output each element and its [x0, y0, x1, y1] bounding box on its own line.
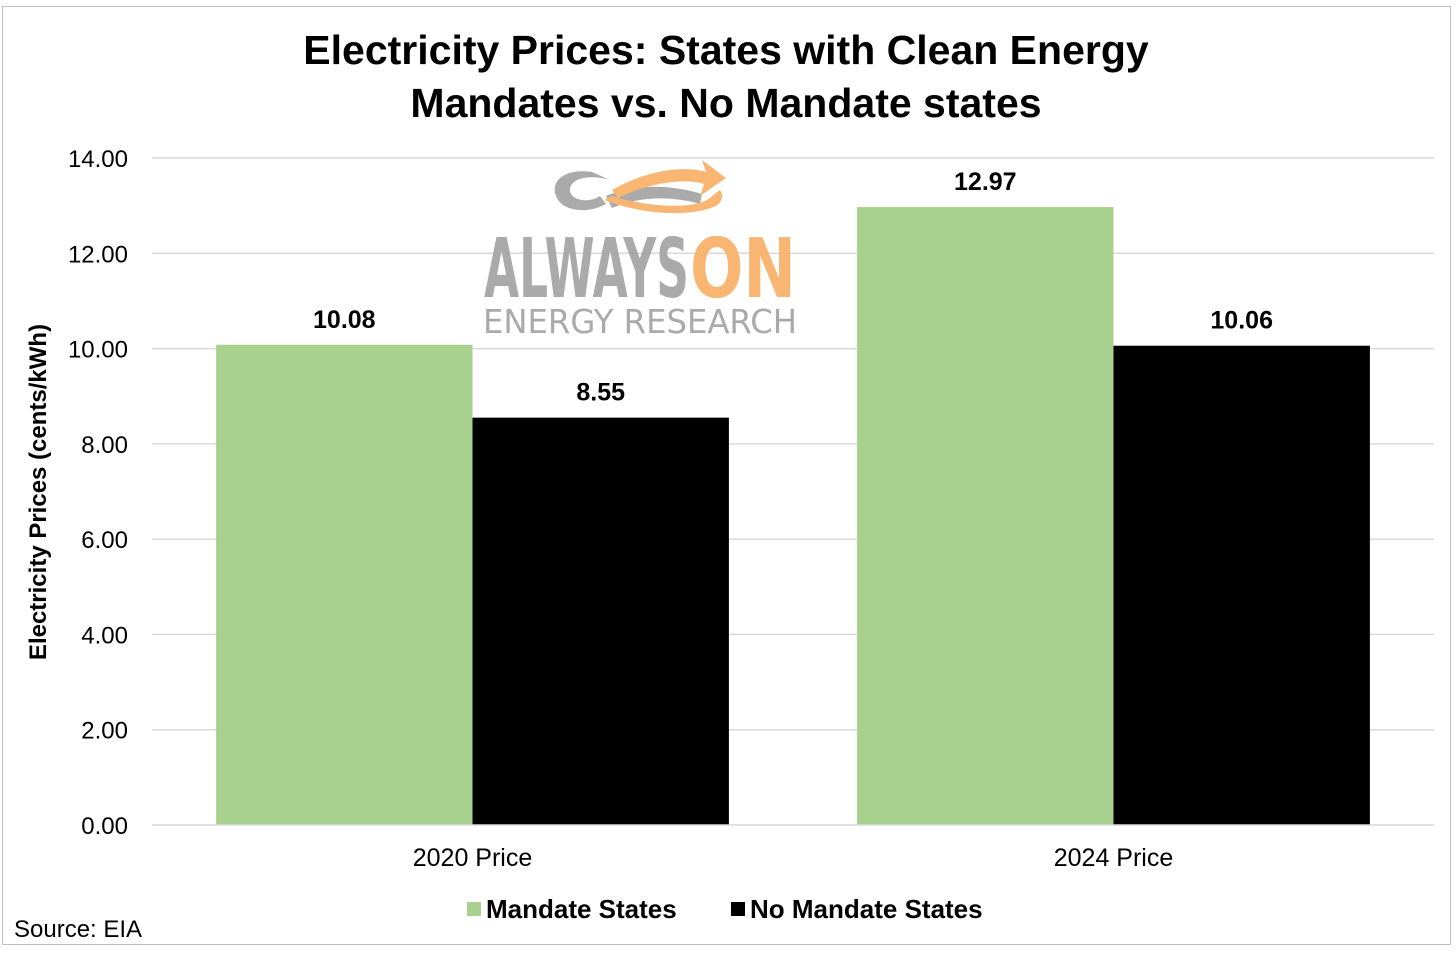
y-tick-label: 6.00	[81, 527, 128, 554]
bar-no-mandate-0	[472, 417, 729, 825]
logo-swoosh-gray	[554, 171, 610, 211]
logo-swoosh-orange	[612, 160, 726, 198]
x-axis-categories: 2020 Price 2024 Price	[413, 844, 1174, 872]
data-label: 8.55	[576, 379, 625, 407]
x-category-label: 2024 Price	[1054, 844, 1174, 872]
y-tick-label: 4.00	[81, 622, 128, 649]
legend-swatch-mandate	[467, 902, 481, 916]
bar-mandate-1	[857, 207, 1114, 825]
data-labels: 10.08 8.55 12.97 10.06	[313, 168, 1273, 407]
chart-title-line-1: Electricity Prices: States with Clean En…	[303, 27, 1149, 73]
legend-swatch-no-mandate	[731, 902, 745, 916]
data-label: 10.06	[1210, 307, 1273, 335]
y-tick-label: 0.00	[81, 813, 128, 840]
x-category-label: 2020 Price	[413, 844, 533, 872]
alwayson-logo: ALWAYS ON ENERGY RESEARCH	[483, 160, 797, 341]
legend: Mandate States No Mandate States	[467, 894, 983, 924]
legend-label-no-mandate: No Mandate States	[750, 894, 983, 924]
y-tick-label: 14.00	[68, 146, 128, 173]
chart-title-line-2: Mandates vs. No Mandate states	[410, 80, 1041, 126]
y-tick-label: 10.00	[68, 337, 128, 364]
logo-subtitle: ENERGY RESEARCH	[483, 302, 797, 341]
logo-word-on: ON	[690, 222, 796, 317]
y-axis-ticks: 0.00 2.00 4.00 6.00 8.00 10.00 12.00 14.00	[68, 146, 128, 840]
source-note: Source: EIA	[14, 916, 142, 943]
data-label: 12.97	[954, 168, 1017, 196]
y-tick-label: 2.00	[81, 718, 128, 745]
y-axis-label: Electricity Prices (cents/kWh)	[25, 324, 52, 660]
bars	[216, 207, 1370, 825]
bar-no-mandate-1	[1113, 345, 1370, 825]
legend-label-mandate: Mandate States	[486, 894, 677, 924]
logo-swoosh-orange-2	[604, 190, 723, 214]
data-label: 10.08	[313, 306, 376, 334]
y-tick-label: 8.00	[81, 432, 128, 459]
logo-word-always: ALWAYS	[484, 222, 689, 317]
y-tick-label: 12.00	[68, 241, 128, 268]
bar-mandate-0	[216, 344, 473, 825]
